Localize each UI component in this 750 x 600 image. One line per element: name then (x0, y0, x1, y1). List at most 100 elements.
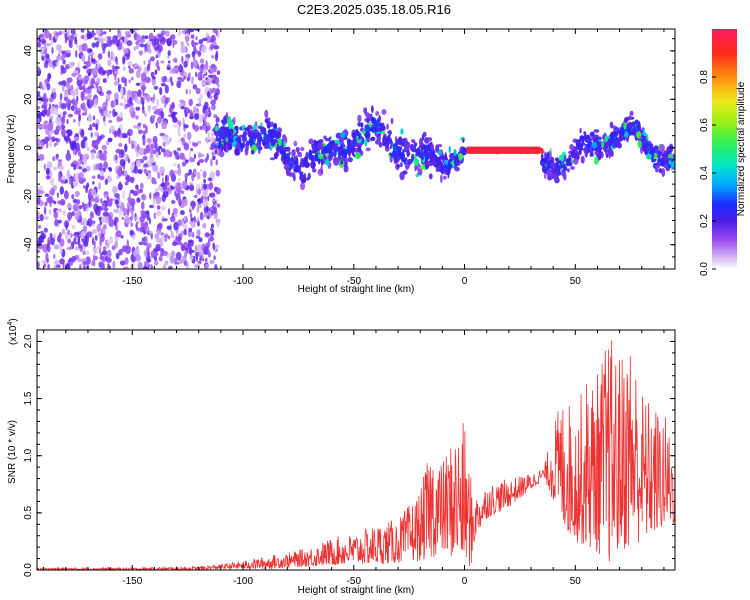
spectrogram-cell-2932 (389, 152, 392, 156)
spectrogram-cell-1113 (54, 107, 59, 116)
spectrogram-cell-1585 (171, 111, 176, 120)
spectrogram-cell-3374 (542, 162, 546, 172)
spectrogram-x-ticks: -150 -100 -50 0 50 (43, 29, 665, 287)
spectrogram-cell-3443 (340, 160, 344, 165)
spectrogram-cell-3259 (295, 146, 300, 153)
spectrogram-cell-1647 (158, 33, 165, 43)
spectrogram-cell-3037 (350, 139, 354, 147)
spectrogram-cell-2419 (414, 163, 417, 172)
spectrogram-cell-1279 (104, 206, 108, 213)
spectrogram-cell-704 (91, 229, 98, 234)
spectrogram-cell-2997 (411, 153, 415, 162)
spectrogram-cell-3492 (218, 137, 222, 146)
spectrogram-cell-3564 (612, 131, 618, 136)
spectrogram-cell-1645 (189, 246, 193, 256)
spectrogram-cell-3510 (634, 119, 639, 125)
spectrogram-cell-1486 (118, 166, 123, 174)
spectrogram-cell-1092 (149, 149, 154, 155)
spectrogram-cell-88 (209, 236, 215, 242)
spectrogram-cell-1661 (209, 206, 213, 211)
spectrogram-cell-3389 (599, 148, 602, 153)
spectrogram-cell-3145 (609, 121, 614, 129)
spectrogram-cell-1449 (47, 74, 50, 83)
spectrogram-cell-3427 (586, 138, 592, 142)
spectrogram-cell-3590 (607, 148, 613, 156)
spectrogram-cell-544 (112, 35, 118, 44)
spectrogram-cell-1621 (215, 187, 221, 195)
spectrogram-cell-3102 (225, 137, 228, 143)
spectrogram-cell-731 (80, 139, 87, 149)
spectrogram-cell-1387 (44, 136, 50, 143)
spectrogram-cell-1632 (45, 167, 50, 175)
spectrogram-cell-886 (194, 244, 198, 253)
spectrogram-cell-806 (85, 256, 91, 265)
spectrogram-cell-1066 (155, 54, 159, 59)
spectrogram-cell-184 (197, 188, 201, 196)
spectrogram-cell-517 (95, 123, 99, 131)
spectrogram-cell-555 (62, 59, 66, 65)
spectrogram-cell-1369 (71, 29, 75, 34)
spectrogram-cell-3371 (378, 122, 383, 128)
spectrogram-cell-1695 (94, 208, 100, 214)
spectrogram-cell-971 (209, 43, 215, 50)
spectrogram-cell-3550 (420, 147, 424, 156)
spectrogram-cell-442 (196, 161, 201, 166)
spectrogram-cell-1424 (205, 137, 209, 144)
spectrogram-cell-3452 (440, 165, 444, 174)
spectrogram-cell-3545 (284, 146, 289, 151)
spectrogram-cell-3522 (223, 144, 227, 152)
spectrogram-cell-1174 (95, 29, 102, 36)
spectrogram-cell-3594 (583, 147, 588, 154)
spectrogram-cell-1411 (40, 34, 44, 38)
spectrogram-cell-1252 (68, 137, 72, 144)
spectrogram-cell-865 (137, 169, 143, 174)
spectrogram-cell-1561 (41, 38, 46, 45)
spectrogram-cell-591 (172, 124, 178, 128)
spectrogram-cell-522 (157, 172, 161, 179)
spectrogram-cell-1218 (204, 264, 210, 268)
spectrogram-cell-1308 (87, 127, 93, 131)
spectrogram-cell-1026 (62, 210, 67, 216)
spectrogram-cell-1693 (61, 51, 66, 55)
spectrogram-cell-1623 (67, 29, 70, 38)
spectrogram-cell-902 (174, 64, 179, 74)
spectrogram-cell-3149 (453, 149, 457, 158)
spectrogram-cell-2902 (293, 140, 298, 147)
spectrogram-cell-1535 (183, 216, 187, 222)
spectrogram-cell-1050 (191, 39, 195, 48)
spectrogram-cell-491 (119, 260, 126, 266)
x-tick-label: 50 (570, 576, 582, 587)
spectrogram-cell-1536 (74, 190, 80, 198)
spectrogram-cell-1502 (141, 193, 147, 201)
spectrogram-cell-3160 (605, 153, 609, 158)
spectrogram-cell-3105 (420, 154, 424, 161)
spectrogram-cell-3509 (635, 131, 642, 139)
spectrogram-cell-30 (180, 190, 185, 195)
spectrogram-cell-2915 (544, 151, 547, 159)
spectrogram-cell-183 (61, 128, 66, 138)
spectrogram-cell-1060 (69, 261, 74, 266)
spectrogram-cell-585 (177, 125, 181, 135)
spectrogram-cell-1301 (133, 46, 137, 51)
spectrogram-cell-47 (51, 47, 54, 54)
spectrogram-cell-3331 (659, 144, 665, 152)
spectrogram-cell-1506 (78, 244, 83, 249)
spectrogram-cell-888 (93, 241, 96, 247)
spectrogram-cell-958 (128, 192, 131, 202)
spectrogram-cell-1338 (152, 115, 156, 119)
spectrogram-cell-1618 (171, 212, 175, 220)
spectrogram-cell-1086 (103, 150, 108, 156)
spectrogram-cell-1649 (119, 159, 126, 167)
spectrogram-cell-3583 (643, 143, 647, 151)
spectrogram-cell-3318 (293, 155, 297, 161)
spectrogram-cell-3528 (597, 152, 602, 161)
spectrogram-cell-1555 (155, 108, 160, 115)
spectrogram-cell-1330 (39, 213, 44, 222)
spectrogram-cell-1198 (189, 205, 193, 210)
spectrogram-cell-1543 (45, 53, 50, 59)
colorbar-gradient (712, 29, 737, 269)
spectrogram-cell-1376 (187, 230, 193, 237)
spectrogram-cell-3032 (360, 150, 364, 156)
spectrogram-cell-1380 (103, 193, 108, 199)
spectrogram-cell-450 (176, 80, 182, 89)
